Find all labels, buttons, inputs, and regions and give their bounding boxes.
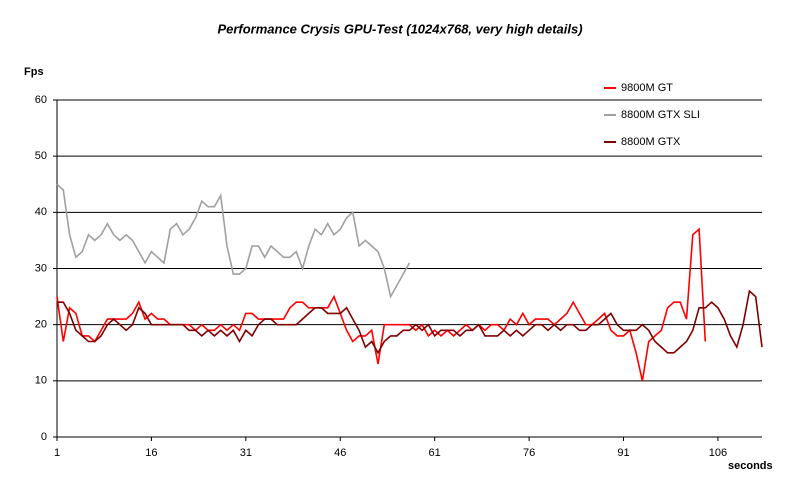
x-tick-label: 31 [240,447,252,459]
x-tick-label: 76 [523,447,535,459]
y-tick-label: 50 [35,150,47,162]
x-tick-label: 46 [334,447,346,459]
x-tick-label: 16 [145,447,157,459]
y-tick-label: 40 [35,206,47,218]
y-tick-label: 30 [35,262,47,274]
y-tick-label: 60 [35,94,47,106]
legend-label: 8800M GTX SLI [621,109,700,121]
x-tick-label: 61 [429,447,441,459]
x-axis-label: seconds [728,460,773,472]
y-tick-label: 0 [41,431,47,443]
y-axis-label: Fps [24,66,44,78]
legend-label: 8800M GTX [621,136,681,148]
x-tick-label: 1 [54,447,60,459]
legend-label: 9800M GT [621,82,673,94]
series-line [57,289,763,355]
chart-title: Performance Crysis GPU-Test (1024x768, v… [217,21,582,36]
x-tick-label: 106 [709,447,727,459]
series-line [56,183,411,299]
x-tick-label: 91 [617,447,629,459]
series-line [56,227,707,381]
y-tick-label: 10 [35,375,47,387]
y-tick-label: 20 [35,319,47,331]
